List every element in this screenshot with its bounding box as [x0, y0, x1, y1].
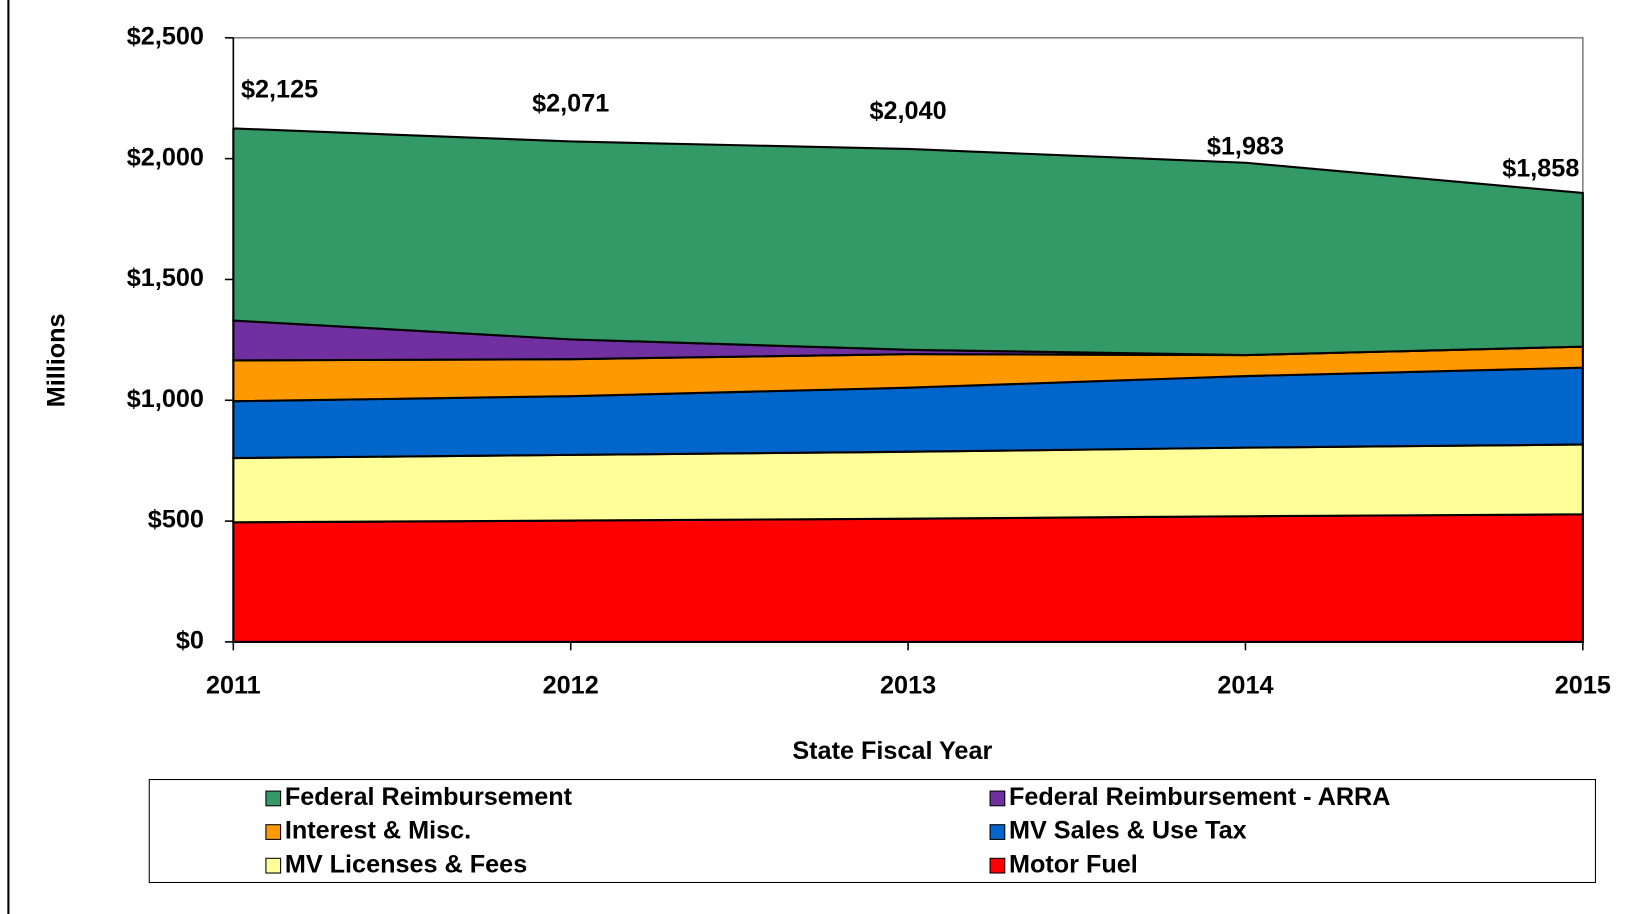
x-tick-label: 2013 — [880, 672, 936, 700]
total-label: $2,071 — [532, 89, 609, 117]
x-tick-label: 2012 — [543, 672, 599, 700]
y-tick-label: $1,000 — [127, 385, 204, 413]
legend-label: Interest & Misc. — [285, 817, 471, 845]
y-tick-label: $2,500 — [127, 22, 204, 50]
x-tick-label: 2014 — [1217, 672, 1273, 700]
total-label: $2,040 — [870, 97, 947, 125]
legend-box — [148, 779, 1596, 884]
total-label: $1,983 — [1207, 133, 1284, 161]
legend-swatch — [265, 824, 282, 840]
area — [232, 127, 1584, 357]
areas — [232, 127, 1584, 643]
chart-border — [7, 0, 10, 914]
legend-swatch — [265, 857, 282, 874]
legend-swatch — [265, 790, 282, 807]
y-tick-label: $0 — [176, 627, 204, 655]
y-tick-label: $1,500 — [127, 264, 204, 292]
legend-swatch — [989, 857, 1006, 874]
legend-label: Federal Reimbursement - ARRA — [1009, 783, 1390, 811]
legend-swatch — [989, 790, 1006, 807]
legend-label: MV Licenses & Fees — [285, 850, 527, 878]
total-label: $2,125 — [241, 75, 318, 103]
legend-label: Motor Fuel — [1009, 850, 1138, 878]
legend-label: MV Sales & Use Tax — [1009, 817, 1247, 845]
y-tick-label: $2,000 — [127, 143, 204, 171]
x-tick-label: 2011 — [206, 672, 261, 700]
y-axis-title: Millions — [42, 313, 70, 407]
area — [232, 513, 1584, 643]
y-tick-label: $500 — [148, 506, 204, 534]
legend-swatch — [989, 824, 1006, 840]
legend-label: Federal Reimbursement — [285, 783, 573, 811]
total-label: $1,858 — [1502, 154, 1579, 182]
x-axis-title: State Fiscal Year — [792, 737, 992, 765]
x-tick-label: 2015 — [1555, 672, 1611, 700]
